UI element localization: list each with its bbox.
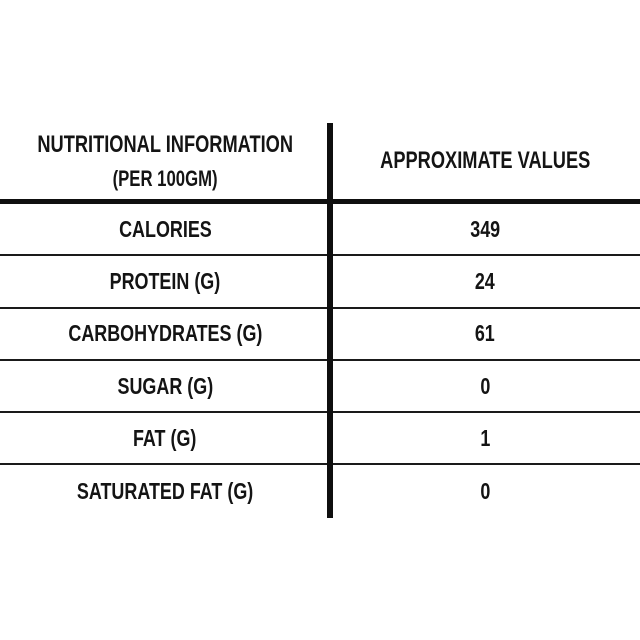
row-label-cell: SUGAR (G) xyxy=(0,361,330,411)
header-separator-line xyxy=(0,199,640,204)
row-value-cell: 24 xyxy=(330,256,640,306)
table-header-row: NUTRITIONAL INFORMATION (PER 100GM) APPR… xyxy=(0,123,640,199)
row-value-saturated-fat: 0 xyxy=(480,478,490,505)
row-label-cell: FAT (G) xyxy=(0,413,330,463)
header-title: NUTRITIONAL INFORMATION xyxy=(37,131,293,159)
table-row: FAT (G) 1 xyxy=(0,413,640,466)
nutrition-table: NUTRITIONAL INFORMATION (PER 100GM) APPR… xyxy=(0,123,640,518)
table-row: CARBOHYDRATES (G) 61 xyxy=(0,309,640,361)
row-label-saturated-fat: SATURATED FAT (G) xyxy=(76,478,254,505)
row-value-calories: 349 xyxy=(470,215,500,242)
row-label-cell: CARBOHYDRATES (G) xyxy=(0,309,330,359)
row-label-cell: PROTEIN (G) xyxy=(0,256,330,306)
header-cell-approximate-values: APPROXIMATE VALUES xyxy=(330,123,640,199)
row-value-cell: 0 xyxy=(330,361,640,411)
row-value-cell: 1 xyxy=(330,413,640,463)
row-label-fat: FAT (G) xyxy=(133,424,197,451)
row-value-cell: 61 xyxy=(330,309,640,359)
row-label-sugar: SUGAR (G) xyxy=(117,372,213,399)
row-label-calories: CALORIES xyxy=(118,215,212,242)
table-row: PROTEIN (G) 24 xyxy=(0,256,640,309)
row-value-protein: 24 xyxy=(475,267,495,294)
row-value-cell: 0 xyxy=(330,465,640,517)
column-divider-line xyxy=(327,123,333,518)
row-label-protein: PROTEIN (G) xyxy=(109,267,221,294)
header-subtitle-per-100gm: (PER 100GM) xyxy=(112,165,218,191)
row-label-cell: SATURATED FAT (G) xyxy=(0,465,330,517)
row-value-carbohydrates: 61 xyxy=(475,320,495,347)
row-label-cell: CALORIES xyxy=(0,204,330,254)
table-body: CALORIES 349 PROTEIN (G) 24 CARBOHYDRATE… xyxy=(0,204,640,518)
table-row: SUGAR (G) 0 xyxy=(0,361,640,414)
row-value-cell: 349 xyxy=(330,204,640,254)
table-row: SATURATED FAT (G) 0 xyxy=(0,465,640,517)
row-value-fat: 1 xyxy=(480,424,490,451)
row-label-carbohydrates: CARBOHYDRATES (G) xyxy=(67,320,262,347)
header-cell-nutritional-information: NUTRITIONAL INFORMATION (PER 100GM) xyxy=(0,123,330,199)
row-value-sugar: 0 xyxy=(480,372,490,399)
table-row: CALORIES 349 xyxy=(0,204,640,257)
header-approximate-values-label: APPROXIMATE VALUES xyxy=(379,147,591,174)
